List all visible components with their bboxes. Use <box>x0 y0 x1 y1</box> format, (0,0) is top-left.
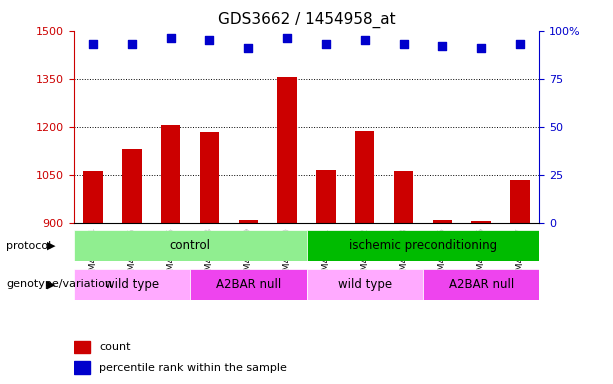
Bar <box>394 171 413 223</box>
Point <box>127 41 137 47</box>
Text: ischemic preconditioning: ischemic preconditioning <box>349 239 497 252</box>
Point <box>438 43 447 49</box>
Bar <box>122 149 142 223</box>
Point <box>282 35 292 41</box>
Text: ▶: ▶ <box>47 241 55 251</box>
Bar <box>238 220 258 223</box>
Text: genotype/variation: genotype/variation <box>6 279 112 289</box>
Bar <box>278 77 297 223</box>
Bar <box>316 170 336 223</box>
FancyBboxPatch shape <box>306 269 423 300</box>
Bar <box>74 341 90 353</box>
Bar <box>471 221 491 223</box>
FancyBboxPatch shape <box>74 230 306 261</box>
Point <box>360 37 370 43</box>
Text: A2BAR null: A2BAR null <box>449 278 514 291</box>
Bar <box>200 132 219 223</box>
Text: A2BAR null: A2BAR null <box>216 278 281 291</box>
Text: count: count <box>99 342 131 352</box>
Point <box>515 41 525 47</box>
Text: control: control <box>170 239 210 252</box>
Text: wild type: wild type <box>105 278 159 291</box>
Text: ▶: ▶ <box>47 279 55 289</box>
Bar <box>83 171 103 223</box>
Text: protocol: protocol <box>6 241 51 251</box>
FancyBboxPatch shape <box>306 230 539 261</box>
FancyBboxPatch shape <box>423 269 539 300</box>
Point <box>166 35 175 41</box>
Bar <box>510 180 530 223</box>
Point <box>398 41 408 47</box>
Bar <box>161 125 180 223</box>
Text: wild type: wild type <box>338 278 392 291</box>
FancyBboxPatch shape <box>190 269 306 300</box>
Point <box>476 45 486 51</box>
Point <box>205 37 215 43</box>
Point <box>243 45 253 51</box>
Point <box>88 41 98 47</box>
Bar <box>355 131 375 223</box>
Point <box>321 41 331 47</box>
Bar <box>74 361 90 374</box>
FancyBboxPatch shape <box>74 269 190 300</box>
Text: percentile rank within the sample: percentile rank within the sample <box>99 363 287 373</box>
Bar <box>433 220 452 223</box>
Title: GDS3662 / 1454958_at: GDS3662 / 1454958_at <box>218 12 395 28</box>
